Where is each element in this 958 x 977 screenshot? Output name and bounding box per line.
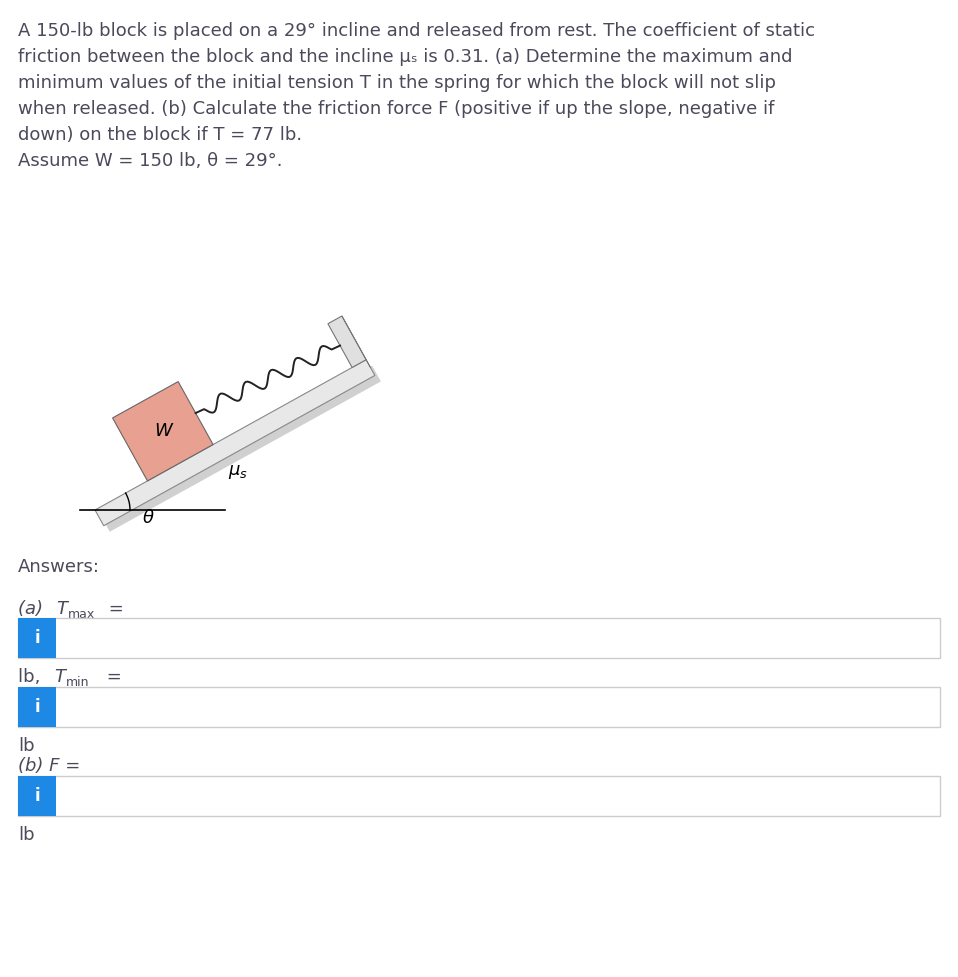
Text: minimum values of the initial tension T in the spring for which the block will n: minimum values of the initial tension T … <box>18 74 776 92</box>
Text: $\mu_s$: $\mu_s$ <box>228 462 248 481</box>
Polygon shape <box>328 316 366 367</box>
Text: =: = <box>101 668 122 686</box>
Text: Assume W = 150 lb, θ = 29°.: Assume W = 150 lb, θ = 29°. <box>18 152 283 170</box>
Text: Answers:: Answers: <box>18 558 100 576</box>
Text: T: T <box>56 600 67 618</box>
Text: friction between the block and the incline μₛ is 0.31. (a) Determine the maximum: friction between the block and the incli… <box>18 48 792 66</box>
Text: (a): (a) <box>18 600 49 618</box>
Polygon shape <box>95 360 375 526</box>
Polygon shape <box>342 316 371 367</box>
Text: $\theta$: $\theta$ <box>142 509 154 527</box>
Text: down) on the block if T = 77 lb.: down) on the block if T = 77 lb. <box>18 126 302 144</box>
Bar <box>18 618 56 658</box>
Text: i: i <box>34 787 40 805</box>
Text: (b) F =: (b) F = <box>18 757 80 775</box>
Text: min: min <box>66 676 89 689</box>
Text: i: i <box>34 629 40 647</box>
Text: T: T <box>54 668 65 686</box>
Bar <box>18 776 56 816</box>
Text: W: W <box>154 422 171 441</box>
Text: i: i <box>34 698 40 716</box>
Text: lb,: lb, <box>18 668 46 686</box>
Text: =: = <box>103 600 124 618</box>
Text: A 150-lb block is placed on a 29° incline and released from rest. The coefficien: A 150-lb block is placed on a 29° inclin… <box>18 22 815 40</box>
Bar <box>18 618 940 658</box>
Text: when released. (b) Calculate the friction force F (positive if up the slope, neg: when released. (b) Calculate the frictio… <box>18 100 774 118</box>
Bar <box>18 776 940 816</box>
Bar <box>18 687 56 727</box>
Text: max: max <box>68 608 95 621</box>
Text: lb: lb <box>18 737 34 755</box>
Bar <box>18 687 940 727</box>
Polygon shape <box>101 365 381 531</box>
Text: lb: lb <box>18 826 34 844</box>
Polygon shape <box>113 382 213 481</box>
